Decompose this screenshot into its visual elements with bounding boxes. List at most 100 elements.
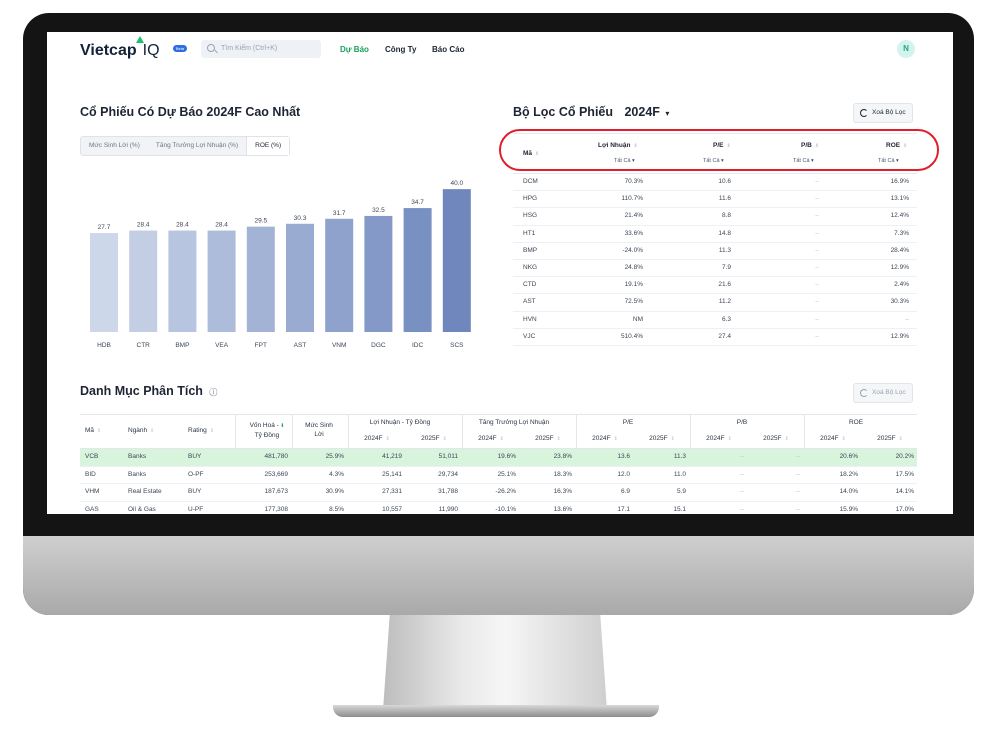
- bar-AST[interactable]: [286, 223, 314, 332]
- col-pb[interactable]: P/B ⇕: [801, 142, 819, 149]
- filter-row[interactable]: AST 72.5% 11.2 – 30.3%: [513, 294, 917, 312]
- filter-cell: 8.8: [721, 212, 731, 220]
- col-year-y2024[interactable]: 2024F ⇕: [466, 435, 516, 442]
- sort-icon: ⇕: [499, 436, 504, 442]
- bar-HDB[interactable]: [90, 233, 118, 332]
- col-muc-sinh-loi[interactable]: Mức Sinh Lời: [300, 421, 338, 439]
- bar-BMP[interactable]: [168, 230, 197, 332]
- value-label-HDB: 27.7: [98, 224, 111, 231]
- info-icon[interactable]: ⓘ: [209, 388, 218, 397]
- value-label-SCS: 40.0: [450, 180, 463, 187]
- bar-SCS[interactable]: [442, 189, 471, 332]
- bar-CTR[interactable]: [129, 230, 158, 332]
- col-loi-nhuan[interactable]: Lợi Nhuận ⇕: [598, 142, 638, 149]
- table-cell: -26.2%: [495, 488, 516, 495]
- filter-cell: NM: [632, 315, 643, 323]
- filter-cell: –: [815, 281, 819, 289]
- select-pb[interactable]: Tất Cả ▾: [793, 158, 814, 164]
- col-ma[interactable]: Mã ⇕: [523, 150, 539, 157]
- table-cell: –: [796, 470, 800, 478]
- col-year-y2025[interactable]: 2025F ⇕: [637, 435, 687, 442]
- col-von-hoa[interactable]: Vốn Hoá - ⬇ Tỷ Đồng: [242, 421, 292, 440]
- filter-cell: 28.4%: [890, 246, 909, 254]
- table-row[interactable]: GAS Oil & Gas U-PF 177,308 8.5% 10,557 11,990 -…: [80, 502, 917, 515]
- col-rating[interactable]: Rating ⇕: [188, 427, 214, 434]
- table-cell: 17.1: [617, 505, 630, 513]
- filter-cell: 72.5%: [624, 298, 643, 306]
- select-loi-nhuan[interactable]: Tất Cả ▾: [614, 158, 635, 164]
- bar-FPT[interactable]: [246, 226, 275, 332]
- col-year-y2024[interactable]: 2024F ⇕: [580, 435, 630, 442]
- table-row[interactable]: VCB Banks BUY 481,780 25.9% 41,219 51,011 19.6%…: [80, 449, 917, 467]
- search-placeholder: Tìm Kiếm (Ctrl+K): [221, 45, 278, 52]
- table-cell: Banks: [128, 453, 147, 460]
- filter-row[interactable]: DCM 70.3% 10.6 – 16.9%: [513, 174, 917, 192]
- filter-row[interactable]: NKG 24.8% 7.9 – 12.9%: [513, 260, 917, 278]
- bar-VNM[interactable]: [325, 218, 354, 332]
- filter-row[interactable]: HT1 33.6% 14.8 – 7.3%: [513, 226, 917, 243]
- col-year-y2025[interactable]: 2025F ⇕: [751, 435, 801, 442]
- col-year-y2025[interactable]: 2025F ⇕: [523, 435, 573, 442]
- sort-icon: ⇕: [442, 436, 447, 442]
- avatar[interactable]: N: [897, 40, 915, 58]
- col-nganh[interactable]: Ngành ⇕: [128, 427, 154, 434]
- filter-row[interactable]: HVN NM 6.3 – –: [513, 312, 917, 329]
- select-pe[interactable]: Tất Cả ▾: [703, 158, 724, 164]
- col-pe[interactable]: P/E ⇕: [713, 142, 731, 149]
- col-year-y2025[interactable]: 2025F ⇕: [409, 435, 459, 442]
- table-cell: 13.6: [617, 453, 630, 460]
- col-year-y2024[interactable]: 2024F ⇕: [352, 435, 402, 442]
- search-input[interactable]: Tìm Kiếm (Ctrl+K): [201, 40, 321, 58]
- group-pe: P/E: [622, 419, 634, 426]
- filter-cell: 110.7%: [621, 195, 643, 203]
- col-year-label: 2025F: [877, 435, 896, 442]
- table-cell: 31,788: [438, 488, 458, 495]
- tab-muc-sinh-loi[interactable]: Mức Sinh Lời (%): [89, 142, 140, 149]
- filter-row[interactable]: HSG 21.4% 8.8 – 12.4%: [513, 208, 917, 226]
- nav-cong-ty[interactable]: Công Ty: [385, 45, 417, 54]
- col-pe-label: P/E: [713, 142, 724, 149]
- filter-cell: –: [815, 246, 819, 254]
- logo[interactable]: Vietcap IQ: [80, 36, 160, 60]
- filter-row[interactable]: HPG 110.7% 11.6 – 13.1%: [513, 191, 917, 209]
- category-label-AST: AST: [294, 342, 307, 349]
- col-year-y2025[interactable]: 2025F ⇕: [865, 435, 915, 442]
- tab-roe[interactable]: ROE (%): [246, 137, 290, 155]
- chevron-down-icon[interactable]: ▾: [665, 109, 670, 118]
- table-cell: Banks: [128, 470, 147, 478]
- table-row[interactable]: BID Banks O-PF 253,669 4.3% 25,141 29,734 25.1%…: [80, 467, 917, 484]
- clear-filter-button[interactable]: Xoá Bộ Lọc: [853, 103, 913, 123]
- sort-icon: ⇕: [535, 151, 540, 157]
- nav-du-bao[interactable]: Dự Báo: [340, 45, 369, 54]
- filter-cell: 27.4: [718, 332, 731, 340]
- bar-DGC[interactable]: [364, 215, 393, 332]
- col-ma[interactable]: Mã ⇕: [85, 427, 101, 434]
- nav-bao-cao[interactable]: Báo Cáo: [432, 45, 465, 54]
- tab-tang-truong[interactable]: Tăng Trưởng Lợi Nhuận (%): [155, 142, 239, 149]
- category-label-HDB: HDB: [97, 342, 111, 349]
- col-year-y2024[interactable]: 2024F ⇕: [694, 435, 744, 442]
- table-cell: 29,734: [438, 470, 458, 478]
- bar-VEA[interactable]: [207, 230, 236, 332]
- filter-row[interactable]: BMP -24.0% 11.3 – 28.4%: [513, 243, 917, 260]
- filter-cell: 13.1%: [890, 195, 909, 203]
- table-cell: BUY: [188, 488, 202, 495]
- filter-cell: 16.9%: [890, 178, 909, 185]
- filter-year-select[interactable]: 2024F: [624, 105, 660, 119]
- value-label-BMP: 28.4: [176, 222, 189, 229]
- portfolio-clear-button[interactable]: Xoá Bộ Lọc: [853, 383, 913, 403]
- table-cell: 15.9%: [839, 505, 858, 513]
- logo-text: Vietcap: [80, 42, 137, 59]
- filter-row[interactable]: VJC 510.4% 27.4 – 12.9%: [513, 329, 917, 346]
- filter-table: Mã ⇕ Lợi Nhuận ⇕ Tất Cả ▾ P/E ⇕ Tất Cả ▾ P/…: [513, 133, 917, 346]
- refresh-icon: [860, 389, 868, 397]
- filter-row[interactable]: CTD 19.1% 21.6 – 2.4%: [513, 277, 917, 295]
- bar-IDC[interactable]: [403, 208, 432, 332]
- table-row[interactable]: VHM Real Estate BUY 187,673 30.9% 27,331 31,78…: [80, 484, 917, 502]
- table-cell: 25.9%: [325, 453, 344, 460]
- app-screen: Vietcap IQ Beta Tìm Kiếm (Ctrl+K) Dự Báo …: [47, 32, 953, 514]
- select-roe[interactable]: Tất Cả ▾: [878, 158, 899, 164]
- col-year-y2024[interactable]: 2024F ⇕: [808, 435, 858, 442]
- col-roe[interactable]: ROE ⇕: [886, 142, 907, 149]
- table-cell: 25,141: [382, 470, 402, 478]
